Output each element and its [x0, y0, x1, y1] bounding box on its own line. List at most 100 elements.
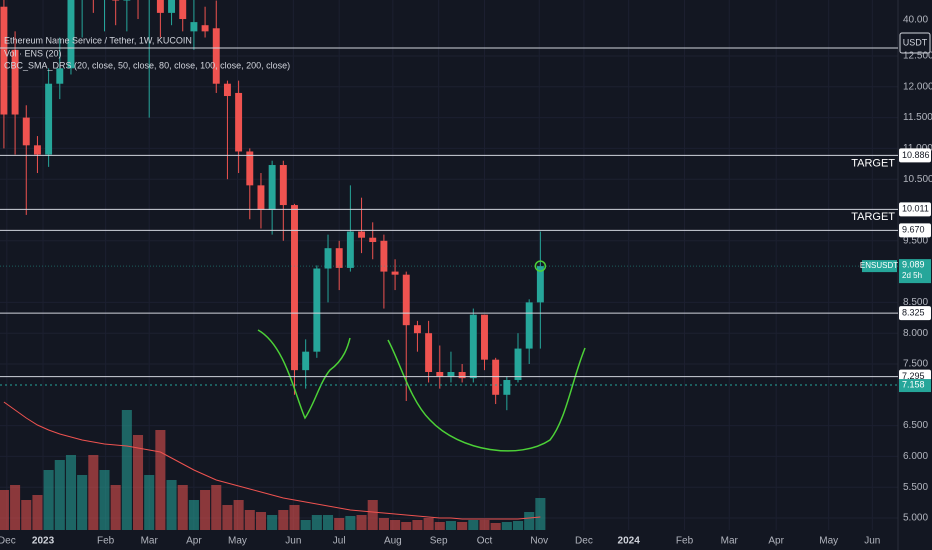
pattern-curve: [387, 339, 586, 452]
volume-bar: [65, 455, 76, 530]
candle-body: [481, 314, 488, 360]
level-label-box: [899, 306, 931, 321]
candle-body: [246, 151, 254, 186]
candle-body: [190, 22, 198, 32]
y-tick-label: 12.000: [903, 81, 932, 92]
volume-ma: [3, 401, 541, 520]
candle-body: [369, 237, 377, 243]
volume-bar: [88, 455, 99, 530]
x-tick-label: Jul: [333, 536, 346, 547]
volume-bar: [512, 521, 524, 530]
volume-bar: [121, 410, 132, 530]
x-tick-label: May: [819, 536, 838, 547]
level-label-box: [899, 223, 931, 238]
candle-body: [324, 248, 332, 269]
plot-area: [0, 0, 898, 530]
candle-body: [458, 371, 466, 379]
last-price-marker: [534, 260, 547, 272]
volume-bar: [401, 522, 412, 530]
volume-bar: [445, 521, 456, 530]
candle-body: [67, 0, 75, 69]
volume-bar: [188, 500, 199, 530]
x-tick-label: 2023: [32, 536, 55, 547]
candle-body: [179, 0, 187, 20]
volume-bar: [457, 522, 468, 530]
volume-bar: [144, 475, 155, 530]
candle-body: [212, 28, 220, 84]
candle-body: [291, 205, 298, 371]
level-label: 7.295: [902, 371, 925, 381]
symbol-tag: ENSUSDT: [860, 261, 898, 270]
level-label: 10.886: [902, 150, 930, 160]
volume-bar: [211, 485, 222, 530]
title: Ethereum Name Service / Tether, 1W, KUCO…: [4, 35, 192, 45]
volume-bar: [378, 518, 389, 530]
level-label: 9.670: [902, 225, 925, 235]
volume-bar: [311, 515, 322, 530]
candle-body: [391, 271, 399, 275]
x-tick-label: Nov: [530, 536, 548, 547]
x-tick-label: Apr: [186, 536, 202, 547]
x-tick-label: Oct: [477, 536, 493, 547]
volume-bar: [21, 500, 32, 530]
candle-body: [447, 371, 455, 377]
x-tick-label: Dec: [0, 536, 16, 547]
volume-bar: [300, 520, 311, 530]
candle-body: [402, 274, 410, 326]
candle-body: [503, 380, 511, 395]
candle-body: [425, 333, 433, 372]
volume-bar: [490, 523, 501, 530]
x-tick-label: Mar: [721, 536, 739, 547]
volume-bar: [501, 522, 512, 530]
candle-body: [45, 83, 53, 155]
last-price-label: 9.089: [902, 259, 925, 269]
y-tick-label: 8.000: [903, 328, 928, 339]
x-tick-label: Feb: [97, 536, 115, 547]
candle-body: [358, 231, 366, 238]
volume-bar: [356, 515, 367, 530]
x-tick-label: Jun: [864, 536, 880, 547]
volume-bar: [10, 485, 21, 530]
currency-box[interactable]: [899, 32, 931, 54]
y-tick-label: 5.500: [903, 482, 928, 493]
volume-bar: [367, 500, 378, 530]
x-tick-label: Sep: [430, 536, 448, 547]
candle-body: [346, 231, 354, 268]
dashed-level-label: 7.158: [902, 379, 925, 389]
volume-bar: [289, 505, 300, 530]
volume-bar: [390, 520, 401, 530]
candle-body: [56, 68, 64, 84]
candle-body: [22, 117, 30, 146]
volume-bar: [110, 485, 121, 530]
y-tick-label: 6.500: [903, 420, 928, 431]
volume-bar: [43, 470, 54, 530]
volume-bar: [278, 510, 289, 530]
volume-bar: [99, 470, 110, 530]
y-tick-label: 11.500: [903, 112, 932, 123]
candle-body: [279, 165, 287, 206]
axis-top-label: 40.00: [903, 15, 928, 26]
candle-body: [313, 268, 321, 352]
candle-body: [514, 348, 522, 381]
currency[interactable]: USDT: [903, 37, 928, 47]
y-tick-label: 9.500: [903, 235, 928, 246]
volume-bar: [479, 520, 490, 530]
countdown: 2d 5h: [902, 271, 922, 280]
candle-body: [0, 6, 8, 115]
x-tick-label: Feb: [676, 536, 694, 547]
candle-body: [257, 185, 265, 210]
volume-bar: [255, 512, 266, 530]
volume-bar: [32, 495, 43, 530]
volume-bar: [155, 430, 166, 530]
y-tick-label: 10.500: [903, 174, 932, 185]
annotation: TARGET: [851, 211, 895, 223]
last-price-box: [899, 259, 931, 284]
level-label-box: [899, 202, 931, 217]
x-tick-label: May: [228, 536, 247, 547]
candle-body: [123, 0, 131, 1]
indicator-label: CBC_SMA_DRS (20, close, 50, close, 80, c…: [4, 60, 290, 70]
volume-bar: [267, 515, 278, 530]
x-tick-label: Aug: [384, 536, 402, 547]
volume-bar: [0, 490, 9, 530]
